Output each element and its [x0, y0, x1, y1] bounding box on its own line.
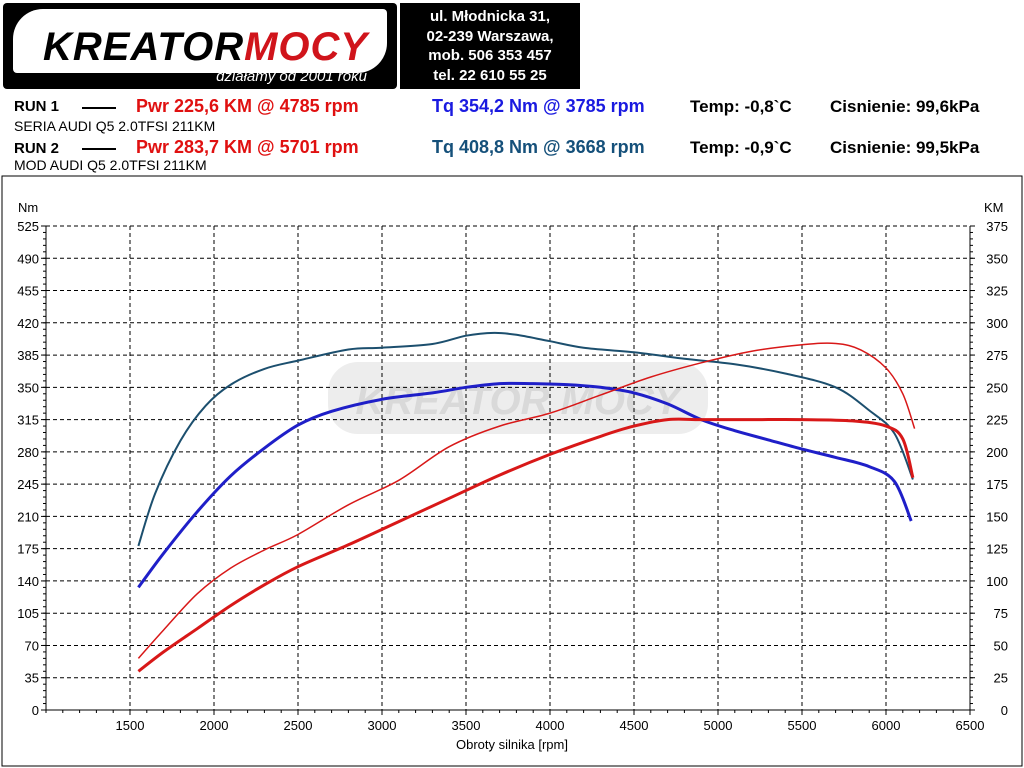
logo: KREATORMOCY działamy od 2001 roku: [3, 3, 397, 89]
run-1-subtitle: SERIA AUDI Q5 2.0TFSI 211KM: [14, 118, 216, 134]
x-tick-label: 5000: [704, 718, 733, 733]
y-left-tick-label: 385: [17, 348, 39, 363]
logo-tagline: działamy od 2001 roku: [216, 68, 367, 85]
watermark-text: KREATOR MOCY: [355, 379, 684, 423]
run-2-temp: Temp: -0,9`C: [690, 138, 792, 157]
watermark-bg: [328, 362, 708, 434]
header-banner: KREATORMOCY działamy od 2001 roku ul. Mł…: [0, 0, 1024, 92]
x-tick-label: 2500: [284, 718, 313, 733]
watermark: KREATOR MOCY: [328, 362, 708, 434]
y-right-tick-label: 100: [986, 574, 1008, 589]
x-tick-label: 6000: [872, 718, 901, 733]
series-line-2: [137, 331, 914, 547]
run-2-pressure: Cisnienie: 99,5kPa: [830, 138, 980, 157]
run-2-power: Pwr 283,7 KM @ 5701 rpm: [136, 137, 359, 157]
y-right-tick-label: 275: [986, 348, 1008, 363]
logo-inner: KREATORMOCY: [13, 9, 387, 73]
y-right-tick-label: 350: [986, 251, 1008, 266]
y-left-tick-label: 140: [17, 574, 39, 589]
y-left-tick-label: 245: [17, 477, 39, 492]
y-left-axis-title: Nm: [18, 200, 38, 215]
dyno-chart: KREATOR MOCY 1500 2000 2500 3000 3500 4000 450…: [1, 175, 1023, 767]
y-right-tick-label: 375: [986, 219, 1008, 234]
address-phone: tel. 22 610 55 25: [433, 66, 547, 84]
x-tick-label: 1500: [116, 718, 145, 733]
y-left-tick-label: 525: [17, 219, 39, 234]
y-right-tick-label: 125: [986, 542, 1008, 557]
x-tick-label: 6500: [956, 718, 985, 733]
y-right-axis-title: KM: [984, 200, 1004, 215]
run-1-pressure: Cisnienie: 99,6kPa: [830, 97, 980, 116]
y-right-tick-label: 0: [1001, 703, 1008, 718]
y-left-tick-label: 455: [17, 284, 39, 299]
logo-text: KREATORMOCY: [43, 25, 368, 70]
y-left-tick-label: 420: [17, 316, 39, 331]
y-right-tick-label: 75: [994, 606, 1008, 621]
x-tick-label: 3000: [368, 718, 397, 733]
x-tick-label: 3500: [452, 718, 481, 733]
y-left-tick-label: 0: [32, 703, 39, 718]
run-1-power: Pwr 225,6 KM @ 4785 rpm: [136, 96, 359, 116]
run-1-info: RUN 1 Pwr 225,6 KM @ 4785 rpm Tq 354,2 N…: [0, 96, 1024, 134]
chart-axes: [41, 225, 975, 715]
y-right-tick-label: 250: [986, 380, 1008, 395]
series-line-1: [137, 381, 913, 589]
address-street: ul. Młodnicka 31,: [429, 8, 551, 25]
logo-text-black: KREATOR: [43, 25, 245, 69]
y-left-tick-label: 350: [17, 380, 39, 395]
chart-grid: [46, 225, 971, 710]
chart-series: [137, 331, 916, 673]
y-left-tick-label: 35: [25, 671, 39, 686]
logo-text-red: MOCY: [244, 25, 369, 69]
run-2-label: RUN 2: [14, 140, 60, 157]
y-left-tick-label: 105: [17, 606, 39, 621]
run-2-torque: Tq 408,8 Nm @ 3668 rpm: [432, 137, 645, 157]
y-left-tick-label: 70: [25, 638, 39, 653]
address-city: 02-239 Warszawa,: [426, 27, 554, 45]
y-right-tick-label: 175: [986, 477, 1008, 492]
x-tick-label: 4000: [536, 718, 565, 733]
chart-labels: 1500 2000 2500 3000 3500 4000 4500 5000 5500 6000…: [17, 200, 1008, 752]
run-2-info: RUN 2 Pwr 283,7 KM @ 5701 rpm Tq 408,8 N…: [0, 136, 1024, 174]
y-right-tick-label: 300: [986, 316, 1008, 331]
run-2-subtitle: MOD AUDI Q5 2.0TFSI 211KM: [14, 157, 207, 173]
run-1-temp: Temp: -0,8`C: [690, 97, 792, 116]
y-right-tick-label: 50: [994, 638, 1008, 653]
address-box: ul. Młodnicka 31, 02-239 Warszawa, mob. …: [400, 3, 580, 89]
y-left-tick-label: 175: [17, 542, 39, 557]
y-left-tick-label: 210: [17, 509, 39, 524]
series-line-3: [137, 417, 915, 673]
x-tick-label: 5500: [788, 718, 817, 733]
y-right-tick-label: 150: [986, 509, 1008, 524]
y-right-tick-label: 225: [986, 413, 1008, 428]
y-left-tick-label: 280: [17, 445, 39, 460]
x-axis-title: Obroty silnika [rpm]: [456, 737, 568, 752]
run-2-swatch: [82, 148, 116, 150]
run-1-label: RUN 1: [14, 98, 60, 115]
y-left-tick-label: 315: [17, 413, 39, 428]
series-line-4: [137, 342, 916, 659]
y-left-tick-label: 490: [17, 251, 39, 266]
y-right-tick-label: 200: [986, 445, 1008, 460]
address-mobile: mob. 506 353 457: [428, 47, 552, 64]
y-right-tick-label: 325: [986, 284, 1008, 299]
run-1-swatch: [82, 107, 116, 109]
x-tick-label: 2000: [200, 718, 229, 733]
run-1-torque: Tq 354,2 Nm @ 3785 rpm: [432, 96, 645, 116]
y-right-tick-label: 25: [994, 671, 1008, 686]
x-tick-label: 4500: [620, 718, 649, 733]
